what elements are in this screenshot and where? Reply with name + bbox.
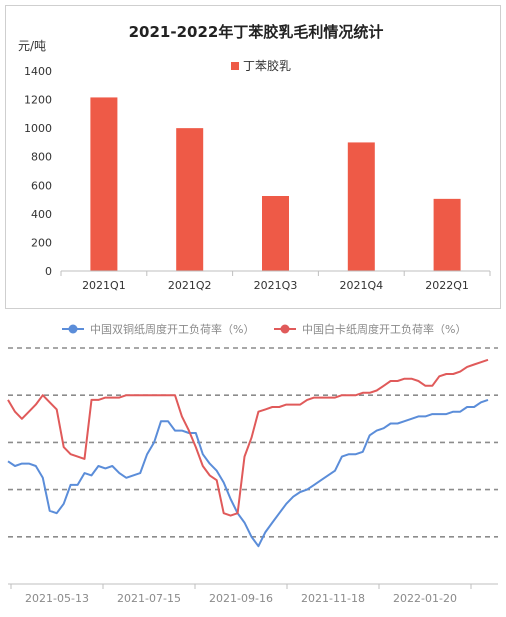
- grid-lines: [8, 347, 498, 538]
- y-tick-label: 1200: [24, 94, 52, 107]
- bar-2021Q4: [347, 142, 375, 271]
- x-tick-label: 2021Q4: [339, 279, 383, 292]
- bar-2021Q3: [262, 196, 289, 271]
- legend-marker: [280, 324, 290, 334]
- y-tick-label: 1400: [24, 65, 52, 78]
- legend-label: 中国双铜纸周度开工负荷率（%）: [90, 322, 254, 336]
- bar-chart-title: 2021-2022年丁苯胶乳毛利情况统计: [129, 23, 384, 41]
- y-axis-unit-label: 元/吨: [18, 39, 46, 53]
- legend-marker: [68, 324, 78, 334]
- legend-label: 中国白卡纸周度开工负荷率（%）: [302, 322, 466, 336]
- x-tick-label: 2022Q1: [425, 279, 469, 292]
- bar-2021Q2: [176, 128, 204, 271]
- x-tick-label: 2021-07-15: [117, 592, 181, 605]
- bar-legend: 丁苯胶乳: [231, 58, 291, 73]
- y-axis-ticks: 0 200 400 600 800 1000 1200 1400: [24, 65, 52, 278]
- series-line-1: [7, 398, 489, 548]
- legend-item-series-1: 中国双铜纸周度开工负荷率（%）: [62, 322, 254, 336]
- line-chart-panel: 中国双铜纸周度开工负荷率（%） 中国白卡纸周度开工负荷率（%） 2021-05-…: [0, 312, 506, 613]
- line-chart: 中国双铜纸周度开工负荷率（%） 中国白卡纸周度开工负荷率（%） 2021-05-…: [7, 322, 498, 605]
- x-tick-label: 2021Q2: [168, 279, 212, 292]
- x-axis-ticks: 2021-05-13 2021-07-15 2021-09-16 2021-11-18…: [10, 584, 472, 605]
- x-tick-label: 2021-05-13: [25, 592, 89, 605]
- y-tick-label: 800: [31, 151, 52, 164]
- legend-swatch: [231, 62, 239, 70]
- y-tick-label: 0: [45, 265, 52, 278]
- legend-label: 丁苯胶乳: [243, 58, 291, 73]
- x-tick-label: 2021Q1: [82, 279, 126, 292]
- bar-chart: 2021-2022年丁苯胶乳毛利情况统计 元/吨 丁苯胶乳 0 200 400 600…: [18, 23, 491, 292]
- series-lines: [7, 358, 489, 548]
- x-tick-label: 2021-09-16: [209, 592, 273, 605]
- x-tick-label: 2021-11-18: [301, 592, 365, 605]
- x-axis-ticks: 2021Q1 2021Q2 2021Q3 2021Q4 2022Q1: [60, 271, 491, 292]
- bars: [90, 97, 461, 271]
- y-tick-label: 400: [31, 208, 52, 221]
- y-tick-label: 1000: [24, 122, 52, 135]
- bar-chart-panel: 2021-2022年丁苯胶乳毛利情况统计 元/吨 丁苯胶乳 0 200 400 600…: [5, 5, 501, 309]
- line-legend: 中国双铜纸周度开工负荷率（%） 中国白卡纸周度开工负荷率（%）: [62, 322, 466, 336]
- bar-2021Q1: [90, 97, 118, 271]
- bar-2022Q1: [433, 198, 461, 271]
- y-tick-label: 200: [31, 236, 52, 249]
- y-tick-label: 600: [31, 179, 52, 192]
- legend-item-series-2: 中国白卡纸周度开工负荷率（%）: [274, 322, 466, 336]
- x-tick-label: 2021Q3: [254, 279, 298, 292]
- x-tick-label: 2022-01-20: [393, 592, 457, 605]
- series-line-2: [7, 358, 489, 517]
